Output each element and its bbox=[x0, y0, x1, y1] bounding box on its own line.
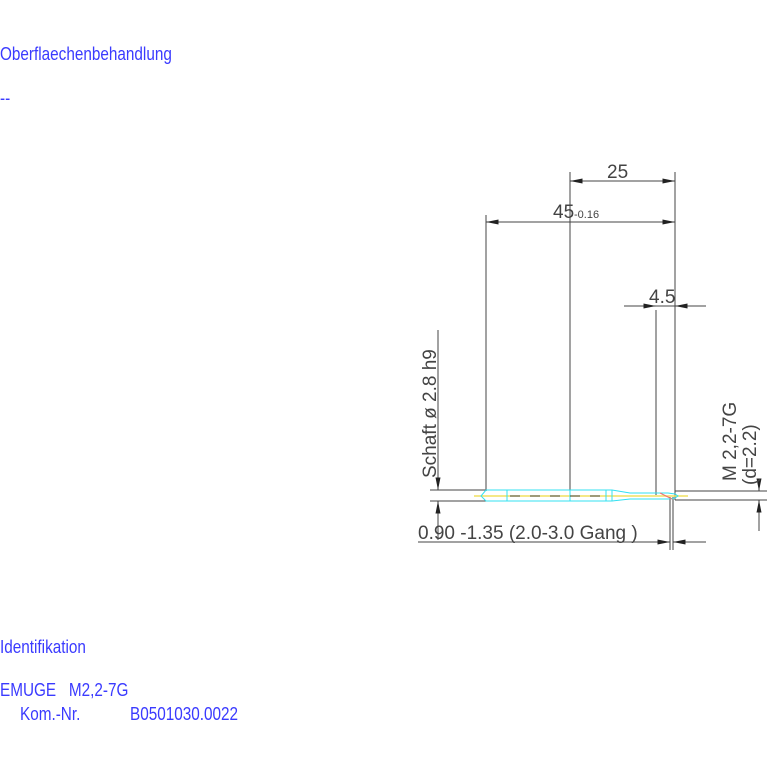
thread-diameter: (d=2.2) bbox=[740, 424, 761, 485]
surface-treatment-label: Oberflaechenbehandlung bbox=[0, 44, 172, 64]
extension-lines bbox=[430, 172, 767, 550]
product-designation: EMUGE M2,2-7G bbox=[0, 680, 129, 700]
thread-label: M 2,2-7G bbox=[720, 402, 741, 481]
dimension-25: 25 bbox=[607, 162, 628, 183]
chamfer-label: 0.90 -1.35 (2.0-3.0 Gang ) bbox=[418, 523, 638, 544]
identification-label: Identifikation bbox=[0, 637, 86, 657]
tap-tool-outline bbox=[474, 489, 688, 502]
dimension-45-tolerance: -0.16 bbox=[574, 209, 599, 221]
kom-nr-value: B0501030.0022 bbox=[130, 704, 239, 724]
shank-label: Schaft ø 2.8 h9 bbox=[420, 349, 441, 478]
kom-nr-label: Kom.-Nr. bbox=[20, 704, 81, 724]
dimension-45: 45 bbox=[553, 202, 574, 223]
dimension-4-5: 4.5 bbox=[649, 287, 675, 308]
surface-treatment-value: -- bbox=[0, 88, 11, 108]
